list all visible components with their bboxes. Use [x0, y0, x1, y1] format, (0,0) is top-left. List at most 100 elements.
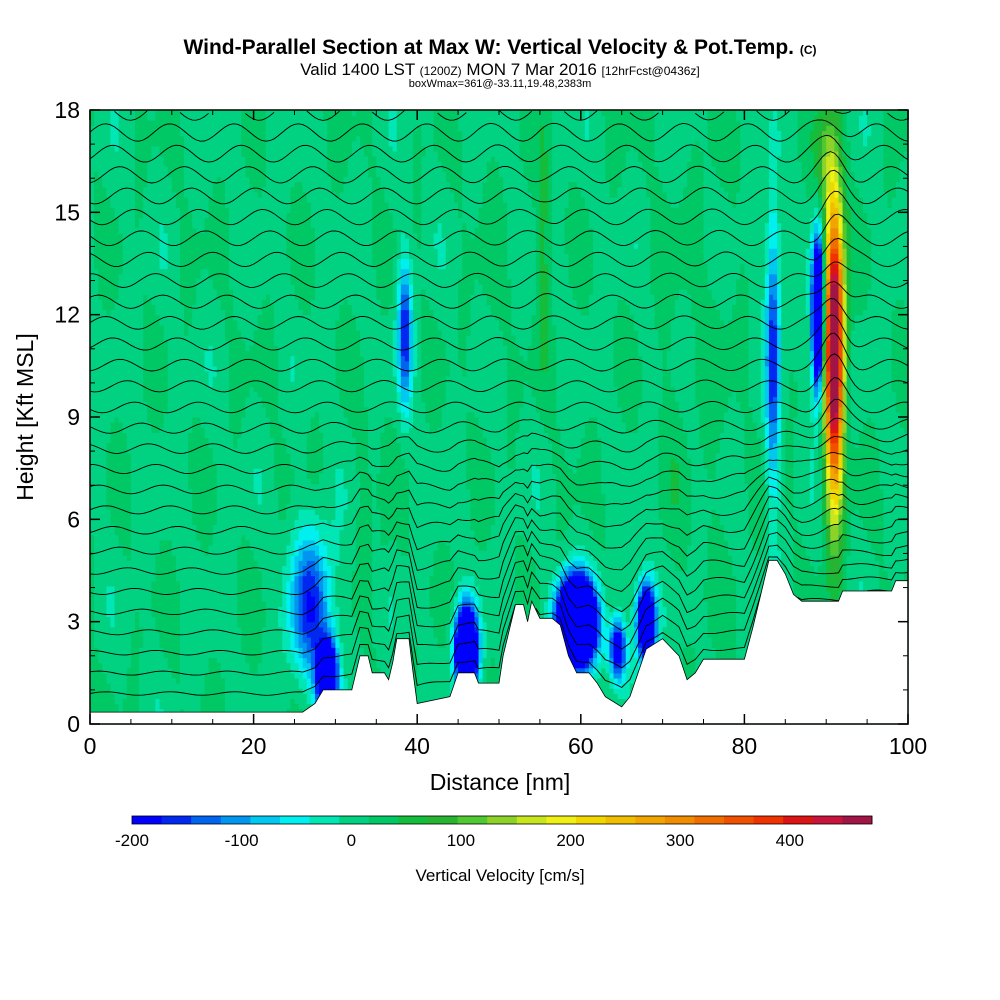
- heatmap-cell: [115, 458, 120, 464]
- heatmap-cell: [155, 397, 160, 403]
- heatmap-cell: [200, 535, 205, 541]
- heatmap-cell: [106, 458, 111, 464]
- heatmap-cell: [254, 683, 259, 689]
- heatmap-cell: [229, 187, 234, 193]
- heatmap-cell: [160, 304, 165, 310]
- heatmap-cell: [151, 550, 156, 556]
- heatmap-cell: [217, 212, 222, 218]
- heatmap-cell: [205, 407, 210, 413]
- heatmap-cell: [168, 187, 173, 193]
- heatmap-cell: [233, 693, 238, 699]
- heatmap-cell: [155, 617, 160, 623]
- heatmap-cell: [123, 161, 128, 167]
- heatmap-cell: [237, 238, 242, 244]
- heatmap-cell: [172, 437, 177, 443]
- heatmap-cell: [225, 284, 230, 290]
- heatmap-cell: [188, 571, 193, 577]
- heatmap-cell: [106, 151, 111, 157]
- heatmap-cell: [98, 652, 103, 658]
- heatmap-cell: [188, 698, 193, 704]
- heatmap-cell: [192, 601, 197, 607]
- heatmap-cell: [123, 397, 128, 403]
- heatmap-cell: [172, 269, 177, 275]
- heatmap-cell: [205, 330, 210, 336]
- heatmap-cell: [176, 519, 181, 525]
- heatmap-cell: [180, 571, 185, 577]
- heatmap-cell: [131, 192, 136, 198]
- heatmap-cell: [164, 192, 169, 198]
- heatmap-cell: [237, 284, 242, 290]
- heatmap-cell: [245, 617, 250, 623]
- heatmap-cell: [237, 253, 242, 259]
- heatmap-cell: [94, 212, 99, 218]
- heatmap-cell: [245, 560, 250, 566]
- heatmap-cell: [258, 499, 263, 505]
- heatmap-cell: [143, 330, 148, 336]
- heatmap-cell: [229, 494, 234, 500]
- heatmap-cell: [188, 412, 193, 418]
- heatmap-cell: [164, 519, 169, 525]
- heatmap-cell: [172, 228, 177, 234]
- heatmap-cell: [188, 678, 193, 684]
- heatmap-cell: [233, 473, 238, 479]
- heatmap-cell: [115, 530, 120, 536]
- heatmap-cell: [245, 141, 250, 147]
- heatmap-cell: [221, 304, 226, 310]
- heatmap-cell: [188, 437, 193, 443]
- heatmap-cell: [213, 565, 218, 571]
- heatmap-cell: [192, 299, 197, 305]
- heatmap-cell: [200, 458, 205, 464]
- heatmap-cell: [155, 576, 160, 582]
- heatmap-cell: [164, 161, 169, 167]
- heatmap-cell: [209, 340, 214, 346]
- heatmap-cell: [147, 535, 152, 541]
- heatmap-cell: [160, 217, 165, 223]
- heatmap-cell: [225, 571, 230, 577]
- heatmap-cell: [102, 591, 107, 597]
- heatmap-cell: [205, 683, 210, 689]
- heatmap-cell: [127, 264, 132, 270]
- heatmap-cell: [200, 524, 205, 530]
- heatmap-cell: [176, 146, 181, 152]
- heatmap-cell: [168, 663, 173, 669]
- heatmap-cell: [135, 258, 140, 264]
- heatmap-cell: [200, 120, 205, 126]
- heatmap-cell: [110, 683, 115, 689]
- heatmap-cell: [221, 299, 226, 305]
- heatmap-cell: [233, 156, 238, 162]
- heatmap-cell: [205, 504, 210, 510]
- heatmap-cell: [229, 217, 234, 223]
- heatmap-cell: [176, 617, 181, 623]
- heatmap-cell: [160, 212, 165, 218]
- heatmap-cell: [147, 576, 152, 582]
- heatmap-cell: [250, 504, 255, 510]
- heatmap-cell: [123, 156, 128, 162]
- heatmap-cell: [241, 207, 246, 213]
- heatmap-cell: [254, 320, 259, 326]
- heatmap-cell: [205, 637, 210, 643]
- heatmap-cell: [172, 678, 177, 684]
- heatmap-cell: [196, 391, 201, 397]
- heatmap-cell: [127, 391, 132, 397]
- heatmap-cell: [217, 110, 222, 116]
- heatmap-cell: [233, 586, 238, 592]
- heatmap-cell: [250, 668, 255, 674]
- heatmap-cell: [119, 617, 124, 623]
- heatmap-cell: [94, 330, 99, 336]
- heatmap-cell: [245, 422, 250, 428]
- heatmap-cell: [98, 494, 103, 500]
- heatmap-cell: [131, 657, 136, 663]
- heatmap-cell: [254, 269, 259, 275]
- heatmap-cell: [147, 187, 152, 193]
- heatmap-cell: [188, 274, 193, 280]
- heatmap-cell: [217, 519, 222, 525]
- heatmap-cell: [241, 304, 246, 310]
- heatmap-cell: [119, 499, 124, 505]
- heatmap-cell: [233, 212, 238, 218]
- heatmap-cell: [217, 611, 222, 617]
- heatmap-cell: [98, 350, 103, 356]
- heatmap-cell: [192, 550, 197, 556]
- heatmap-cell: [176, 289, 181, 295]
- heatmap-cell: [254, 535, 259, 541]
- heatmap-cell: [164, 581, 169, 587]
